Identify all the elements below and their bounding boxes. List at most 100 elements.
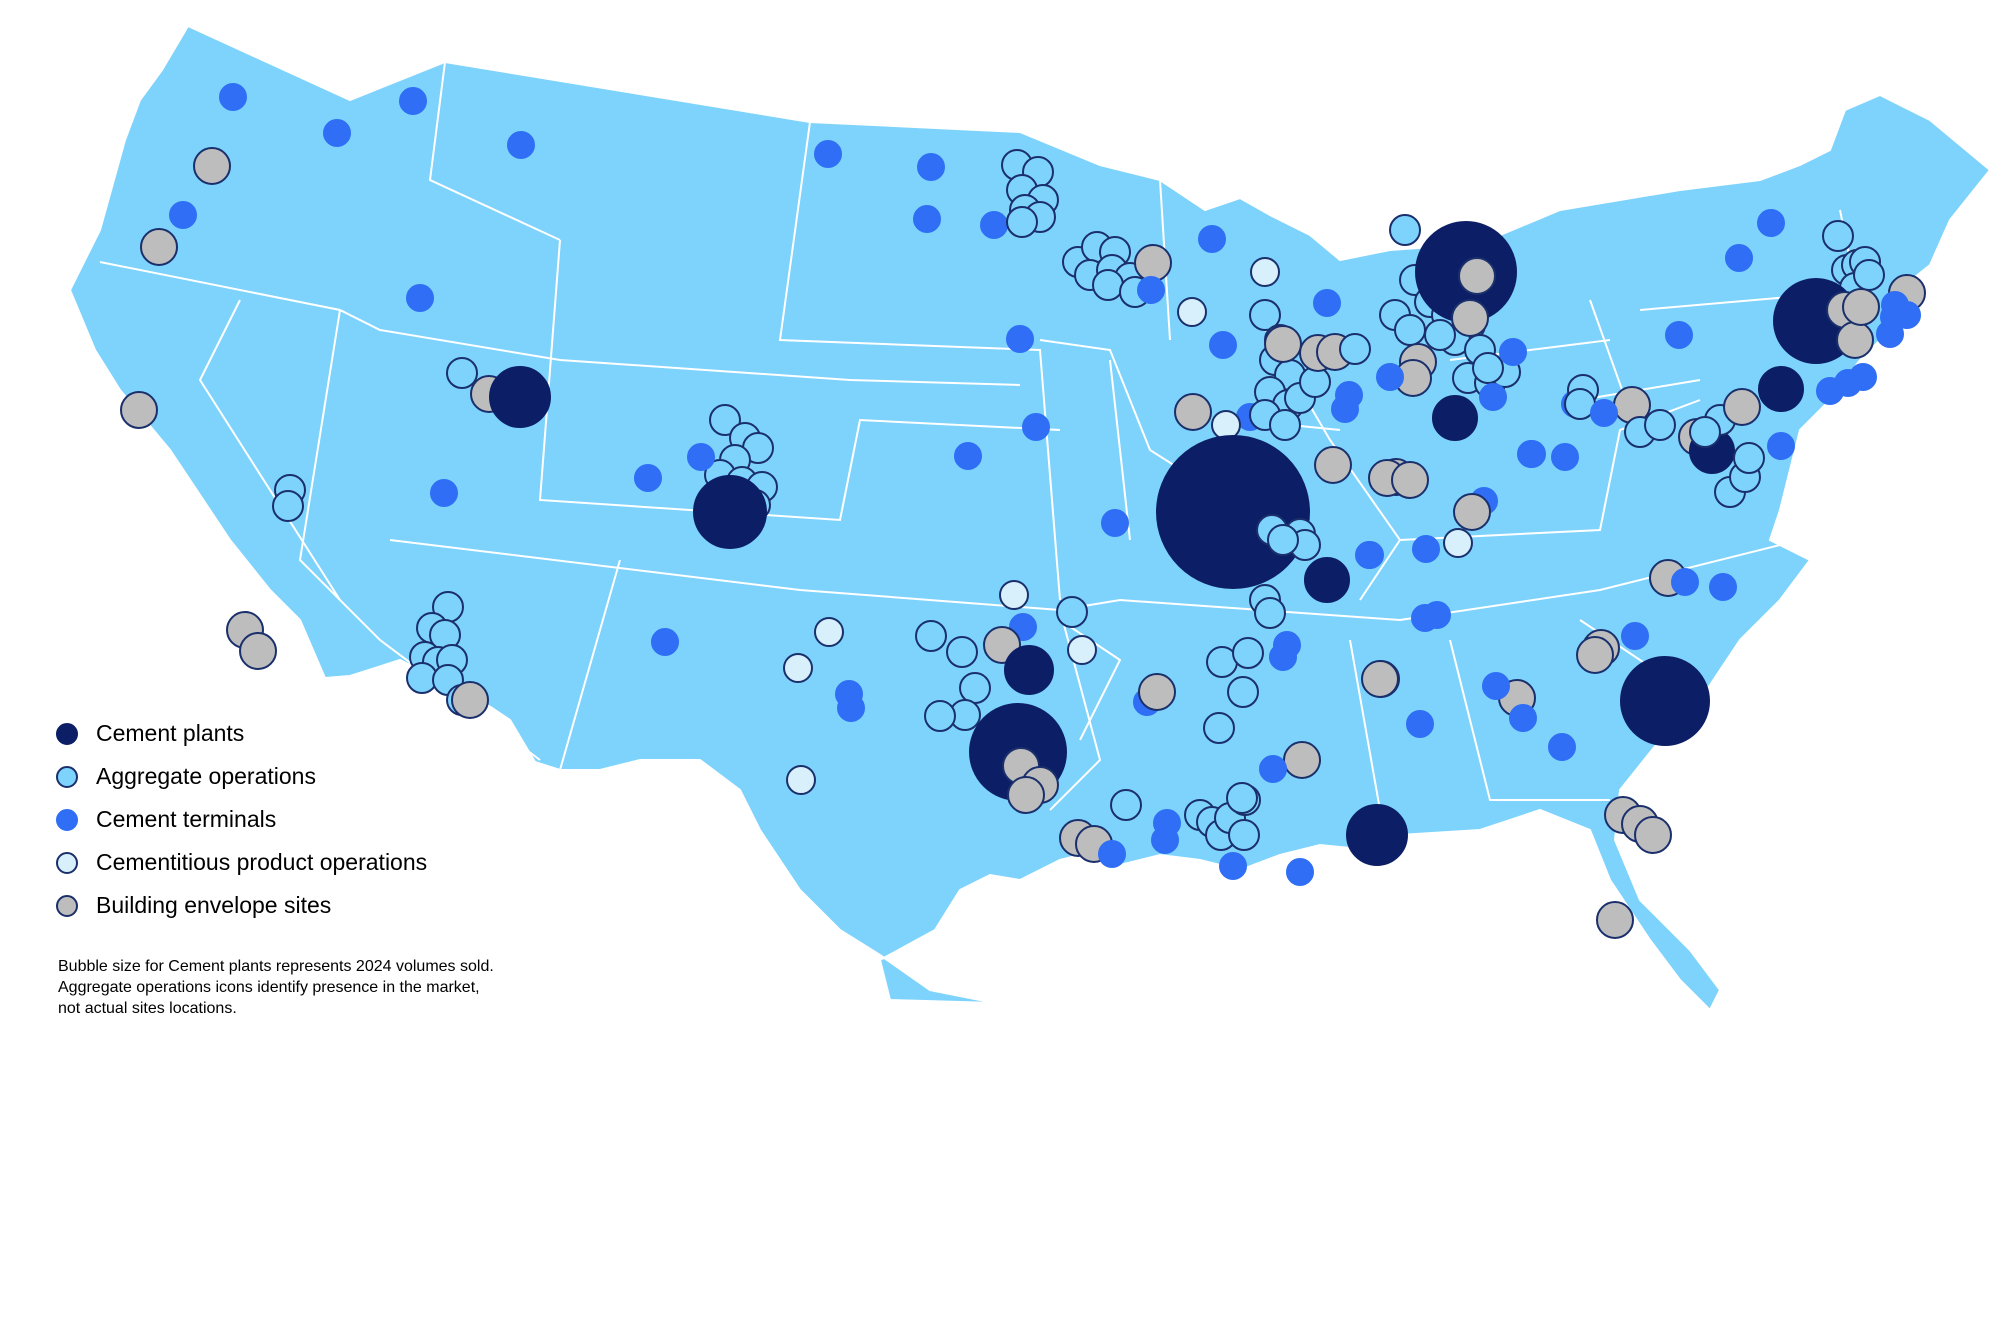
cement-terminal-marker (1834, 369, 1862, 397)
cement-terminal-marker (1209, 331, 1237, 359)
building-envelope-marker (1842, 288, 1880, 326)
cement-terminal-marker (980, 211, 1008, 239)
cement-terminal-marker (1893, 301, 1921, 329)
building-envelope-marker (1361, 660, 1399, 698)
cement-terminal-marker (1101, 509, 1129, 537)
cementitious-operation-marker (1443, 528, 1473, 558)
building-envelope-marker (1596, 901, 1634, 939)
aggregate-operation-marker (1006, 206, 1038, 238)
aggregate-operation-marker (1249, 299, 1281, 331)
cement-terminal-marker (954, 442, 982, 470)
cementitious-operation-marker (1250, 257, 1280, 287)
cement-terminal-marker (1509, 704, 1537, 732)
cement-terminal-marker (1098, 840, 1126, 868)
cementitious-operation-marker (1211, 410, 1241, 440)
cement-terminal-marker (651, 628, 679, 656)
building-envelope-marker (1451, 299, 1489, 337)
aggregate-operation-marker (924, 700, 956, 732)
aggregate-operation-marker (1394, 314, 1426, 346)
legend-label: Cement terminals (96, 806, 277, 832)
aggregate-operation-marker (1822, 220, 1854, 252)
note-line: not actual sites locations. (58, 1000, 237, 1017)
aggregate-operation-marker (959, 672, 991, 704)
aggregate-operation-marker (446, 357, 478, 389)
cement-terminal-marker (399, 87, 427, 115)
note-line: Bubble size for Cement plants represents… (58, 958, 494, 975)
envelope-dot-icon (56, 894, 78, 917)
aggregate-operation-marker (1203, 712, 1235, 744)
cement-terminal-marker (406, 284, 434, 312)
building-envelope-marker (239, 632, 277, 670)
cement-terminal-marker (687, 443, 715, 471)
cement-plant-marker (1758, 366, 1804, 412)
aggregate-operation-marker (272, 490, 304, 522)
cement-terminal-marker (219, 83, 247, 111)
building-envelope-marker (193, 147, 231, 185)
cement-terminal-marker (1411, 604, 1439, 632)
cementitious-dot-icon (56, 851, 78, 874)
building-envelope-marker (1634, 816, 1672, 854)
building-envelope-marker (1314, 446, 1352, 484)
cement-plant-marker (1620, 656, 1710, 746)
cement-plant-marker (1346, 804, 1408, 866)
cement-terminal-marker (917, 153, 945, 181)
cement-terminal-marker (1355, 541, 1383, 569)
bubble-size-note: Bubble size for Cement plants represents… (58, 956, 494, 1019)
cement-terminal-marker (1671, 568, 1699, 596)
cement-terminal-marker (1551, 443, 1579, 471)
cement-terminal-marker (1665, 321, 1693, 349)
cement-terminal-marker (1376, 363, 1404, 391)
legend-item-aggregate-operations: Aggregate operations (56, 755, 427, 798)
cement-terminal-marker (1137, 276, 1165, 304)
building-envelope-marker (1174, 393, 1212, 431)
aggregate-operation-marker (1689, 416, 1721, 448)
cementitious-operation-marker (999, 580, 1029, 610)
building-envelope-marker (1283, 741, 1321, 779)
cement-terminal-marker (1767, 432, 1795, 460)
legend: Cement plants Aggregate operations Cemen… (56, 712, 427, 927)
building-envelope-marker (120, 391, 158, 429)
cement-terminal-marker (1518, 440, 1546, 468)
cementitious-operation-marker (783, 653, 813, 683)
aggregate-operation-marker (1853, 259, 1885, 291)
cement-terminal-marker (1259, 755, 1287, 783)
legend-item-cement-plants: Cement plants (56, 712, 427, 755)
cement-terminal-marker (507, 131, 535, 159)
terminal-dot-icon (56, 808, 78, 831)
building-envelope-marker (1458, 257, 1496, 295)
aggregate-dot-icon (56, 765, 78, 788)
cement-terminal-marker (1725, 244, 1753, 272)
building-envelope-marker (1836, 321, 1874, 359)
cementitious-operation-marker (786, 765, 816, 795)
building-envelope-marker (1007, 776, 1045, 814)
cement-terminal-marker (1479, 383, 1507, 411)
marker-layer (120, 83, 1926, 939)
aggregate-operation-marker (1056, 596, 1088, 628)
cement-terminal-marker (1548, 733, 1576, 761)
aggregate-operation-marker (1254, 597, 1286, 629)
aggregate-operation-marker (1092, 269, 1124, 301)
aggregate-operation-marker (1644, 409, 1676, 441)
legend-item-building-envelope-sites: Building envelope sites (56, 884, 427, 927)
building-envelope-marker (1453, 493, 1491, 531)
cement-terminal-marker (1621, 622, 1649, 650)
cement-plant-marker (1156, 435, 1310, 589)
aggregate-operation-marker (946, 636, 978, 668)
aggregate-operation-marker (1269, 409, 1301, 441)
building-envelope-marker (1391, 461, 1429, 499)
aggregate-operation-marker (1389, 214, 1421, 246)
legend-label: Aggregate operations (96, 763, 316, 789)
cement-terminal-marker (1335, 381, 1363, 409)
cement-terminal-marker (1153, 809, 1181, 837)
cement-terminal-marker (1219, 852, 1247, 880)
aggregate-operation-marker (1228, 819, 1260, 851)
aggregate-operation-marker (1227, 676, 1259, 708)
aggregate-operation-marker (1472, 352, 1504, 384)
cement-terminal-marker (1406, 710, 1434, 738)
cement-terminal-marker (1499, 338, 1527, 366)
cementitious-operation-marker (1177, 297, 1207, 327)
cement-plant-marker (1432, 395, 1478, 441)
legend-item-cement-terminals: Cement terminals (56, 798, 427, 841)
cement-terminal-marker (1286, 858, 1314, 886)
